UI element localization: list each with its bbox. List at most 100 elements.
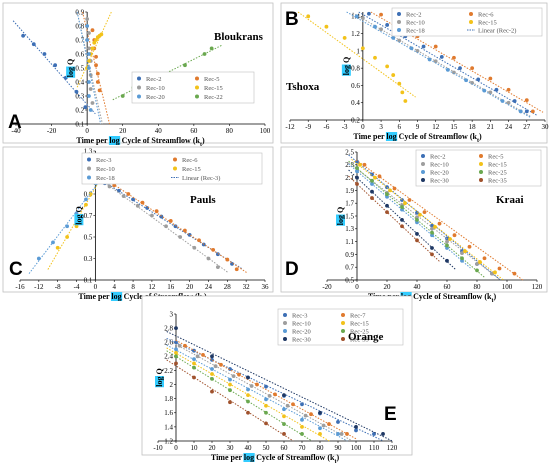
legend-entry: Rec-10 <box>430 161 449 168</box>
x-tick-label: 24 <box>505 123 513 131</box>
point-rec-25 <box>385 192 389 197</box>
panel-B: -12 -9 -6 -3 0 3 6 9 12 15 18 21 24 27 30 0.2 0.4 0.6 0.8 1… <box>280 2 550 144</box>
point-rec-15 <box>90 46 95 51</box>
y-tick-label: 0.9 <box>75 8 84 16</box>
x-tick-label: -16 <box>15 283 25 291</box>
legend-marker <box>397 28 401 32</box>
point-rec-10 <box>192 245 197 250</box>
x-tick-label: 16 <box>167 283 175 291</box>
x-tick-label: 20 <box>186 283 194 291</box>
legend-marker <box>479 162 483 166</box>
x-tick-label: 28 <box>224 283 232 291</box>
y-tick-label: 3 <box>170 310 174 318</box>
point-rec-10 <box>397 38 402 43</box>
legend-marker <box>469 12 473 16</box>
point-rec-7 <box>183 343 187 348</box>
legend-marker <box>87 157 91 162</box>
x-tick-label: 0 <box>174 444 178 452</box>
point-rec-6 <box>379 12 383 17</box>
legend-marker <box>283 313 287 317</box>
point-rec-10 <box>379 27 383 32</box>
point-rec-33 <box>228 400 232 405</box>
log-word: log <box>386 132 396 141</box>
trendline-rec-18 <box>346 11 532 119</box>
point-rec-10 <box>178 235 183 239</box>
y-tick-label: 0.8 <box>75 22 84 30</box>
point-rec-2 <box>385 23 390 27</box>
label-part: Time per <box>78 292 111 301</box>
legend-marker <box>87 175 91 180</box>
x-tick-label: 100 <box>260 127 271 135</box>
legend-marker <box>137 76 141 81</box>
point-rec-25 <box>460 256 464 261</box>
point-rec-10 <box>470 80 475 85</box>
point-rec-33 <box>246 410 250 415</box>
x-axis-title: Time per log Cycle of Streamflow (kt) <box>211 453 340 465</box>
legend-marker <box>479 154 483 158</box>
x-tick-label: -4 <box>74 283 80 291</box>
point-rec-10 <box>87 31 91 35</box>
point-rec-10 <box>430 226 434 231</box>
legend-entry: Rec-33 <box>350 336 369 343</box>
point-rec-2 <box>494 87 499 92</box>
legend-entry: Rec-3 <box>292 312 308 319</box>
y-tick-label: 0.3 <box>84 255 93 263</box>
point-rec-6 <box>225 257 230 262</box>
log-highlight <box>341 64 351 76</box>
point-rec-15 <box>403 201 407 206</box>
x-tick-label: 30 <box>542 123 550 131</box>
point-rec-25 <box>475 268 479 273</box>
y-tick-label: 2.6 <box>164 339 173 347</box>
x-tick-label: 20 <box>384 283 392 291</box>
x-tick-label: 70 <box>299 444 307 452</box>
label-part: Cycle of Streamflow (k <box>411 292 492 301</box>
svg-text:log Q: log Q <box>66 59 75 77</box>
point-rec-15 <box>306 14 311 19</box>
point-rec-18 <box>36 256 41 261</box>
x-tick-label: 120 <box>532 283 543 291</box>
x-tick-label: 90 <box>335 444 343 452</box>
trendline-rec-15 <box>297 11 416 98</box>
point-rec-15 <box>246 393 250 398</box>
point-rec-15 <box>55 245 60 250</box>
trendline-rec-7 <box>175 339 357 440</box>
y-tick-label: 0.6 <box>75 50 84 58</box>
point-rec-10 <box>150 213 154 218</box>
panel-title: Kraai <box>496 194 524 206</box>
legend-marker <box>421 162 425 166</box>
point-rec-2 <box>512 99 517 103</box>
point-rec-15 <box>360 46 365 51</box>
trendline-rec-5 <box>82 11 111 125</box>
trendline-rec-20 <box>348 163 471 269</box>
label-part: Cycle of Streamflow (k <box>397 132 478 141</box>
legend-marker <box>397 20 401 24</box>
point-rec-10 <box>488 90 493 95</box>
point-rec-3 <box>264 384 268 389</box>
point-rec-30 <box>370 189 374 194</box>
point-rec-35 <box>415 238 419 243</box>
point-rec-15 <box>210 372 214 376</box>
point-rec-2 <box>31 42 36 47</box>
point-rec-7 <box>273 392 277 397</box>
point-rec-5 <box>497 266 502 271</box>
point-rec-6 <box>452 55 456 60</box>
point-rec-2 <box>458 66 462 71</box>
svg-text:Time per log Cycle of Streamfl: Time per log Cycle of Streamflow (kt) <box>211 453 340 465</box>
y-axis-title: log Q <box>341 57 351 76</box>
point-rec-18 <box>391 36 396 40</box>
x-tick-label: 32 <box>243 283 251 291</box>
panel-letter: D <box>285 259 299 280</box>
y-tick-label: 0.6 <box>351 82 360 90</box>
y-tick-label: 1.2 <box>164 437 173 445</box>
y-tick-label: 2.4 <box>164 353 173 361</box>
point-rec-7 <box>237 372 241 377</box>
x-tick-label: 50 <box>263 444 271 452</box>
x-tick-label: 60 <box>444 283 452 291</box>
svg-text:log Q: log Q <box>74 206 83 224</box>
legend-marker <box>421 170 425 174</box>
point-rec-30 <box>385 203 389 208</box>
point-rec-18 <box>518 109 523 114</box>
y-tick-label: 1.3 <box>84 147 93 155</box>
x-tick-label: 3 <box>379 123 383 131</box>
point-rec-20 <box>336 432 340 436</box>
